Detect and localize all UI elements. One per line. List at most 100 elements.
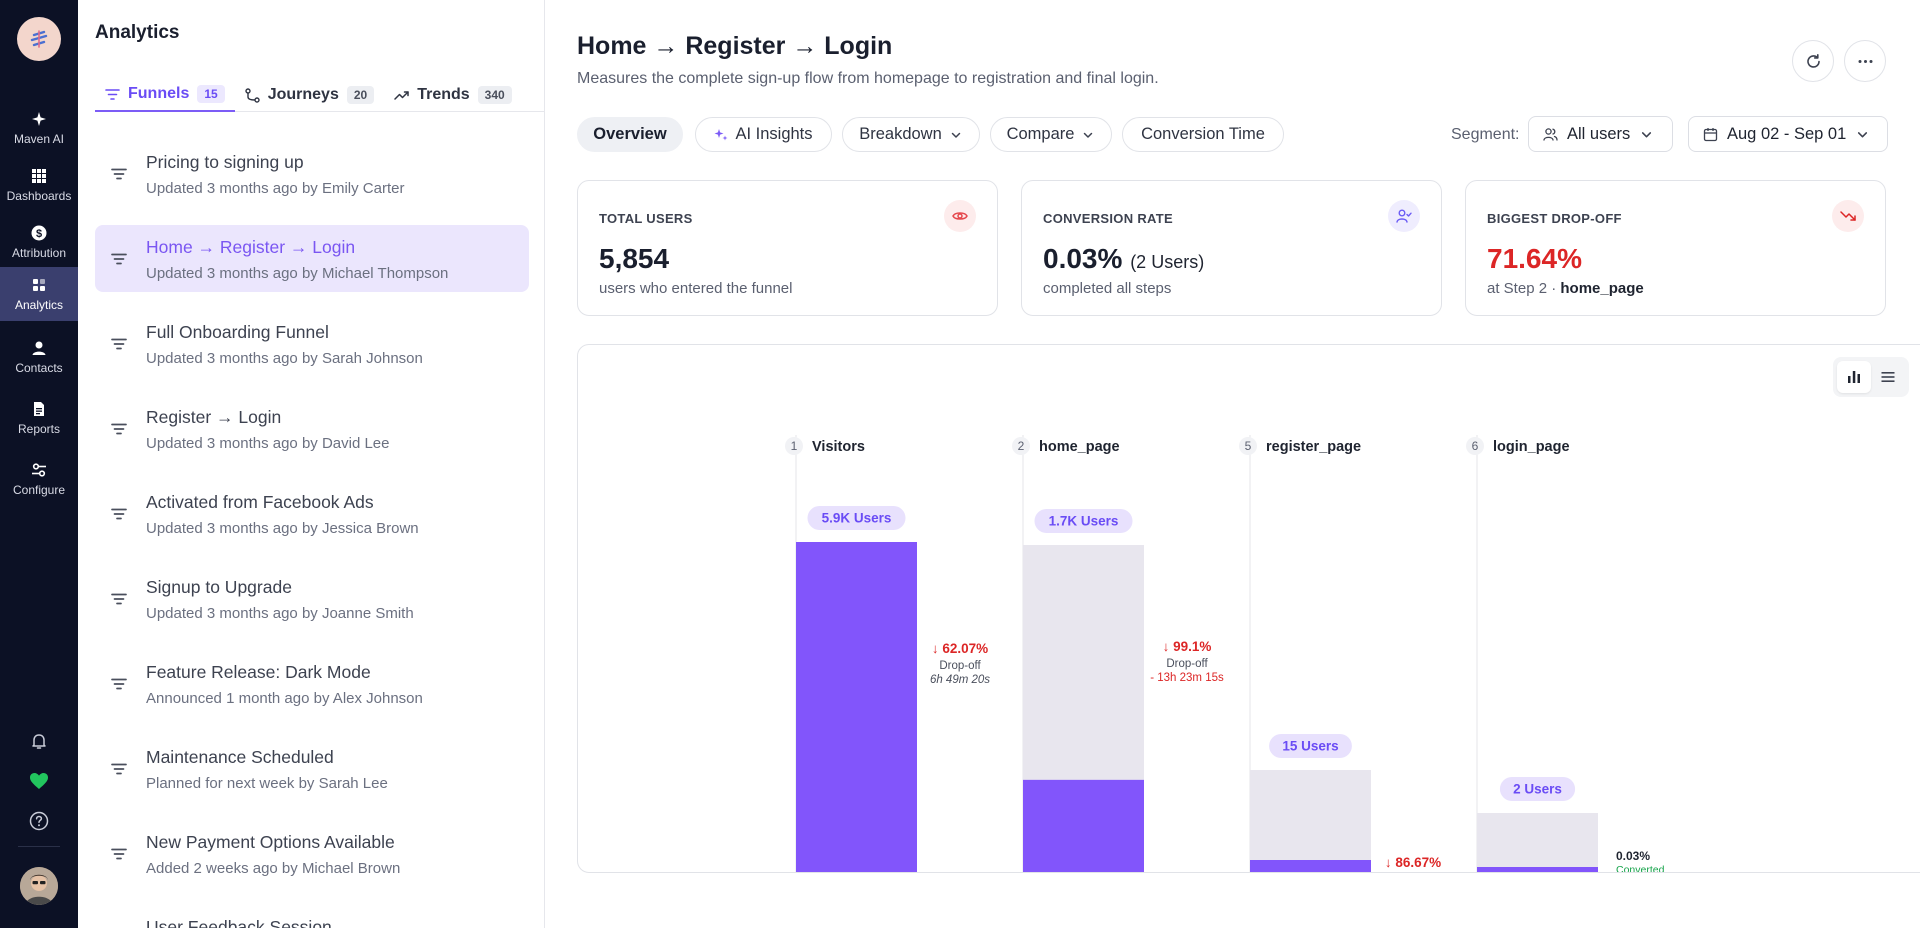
funnel-icon [111,508,127,520]
step-name: register_page [1266,439,1361,455]
app-logo[interactable] [17,17,61,61]
pill-conversion-time[interactable]: Conversion Time [1122,117,1284,152]
users-badge-label: 15 Users [1282,739,1338,754]
notifications-button[interactable] [29,731,49,751]
avatar-icon [20,867,58,905]
funnel-icon [105,88,120,100]
nav-maven-ai[interactable]: Maven AI [0,101,78,155]
pill-compare[interactable]: Compare [990,117,1112,152]
stat-caption-strong: home_page [1560,280,1644,297]
nav-dashboards[interactable]: Dashboards [0,158,78,212]
list-item[interactable]: User Feedback Session [95,905,529,928]
step-bar [1477,867,1598,872]
pill-breakdown[interactable]: Breakdown [842,117,980,152]
list-icon [1881,372,1895,382]
person-icon [32,341,46,355]
list-item-title: Feature Release: Dark Mode [146,662,371,682]
user-avatar[interactable] [20,867,58,905]
tab-count: 20 [346,86,375,104]
more-button[interactable] [1844,40,1886,82]
nav-reports[interactable]: Reports [0,391,78,445]
list-item[interactable]: Pricing to signing up Updated 3 months ag… [95,140,529,207]
nav-attribution[interactable]: $ Attribution [0,215,78,269]
stat-caption: completed all steps [1043,280,1172,297]
users-icon [1543,127,1558,141]
step-previous-bar [1250,770,1371,872]
step-number-badge [1239,437,1257,455]
view-toggle [1833,357,1909,397]
list-item-title: Full Onboarding Funnel [146,322,329,342]
users-badge-label: 5.9K Users [822,511,892,526]
users-badge [1269,734,1352,758]
list-view-button[interactable] [1871,361,1905,393]
step-number-badge [1466,437,1484,455]
panel-tabs: Funnels 15 Journeys 20 Trends 340 [95,78,544,112]
step-previous-bar [1477,813,1598,872]
tab-funnels[interactable]: Funnels 15 [95,78,235,112]
stat-caption: at Step 2 · home_page [1487,280,1644,297]
step-bar [796,542,917,872]
stat-value: 0.03% (2 Users) [1043,243,1204,275]
segment-select[interactable]: All users [1528,116,1673,152]
tab-count: 340 [477,86,512,104]
dropoff-time: 6h 49m 20s [930,674,990,686]
list-item[interactable]: Full Onboarding Funnel Updated 3 months a… [95,310,529,377]
list-item[interactable]: New Payment Options Available Added 2 wee… [95,820,529,887]
refresh-button[interactable] [1792,40,1834,82]
list-item[interactable]: Signup to Upgrade Updated 3 months ago by… [95,565,529,632]
user-check-icon [1388,200,1420,232]
stat-value-number: 5,854 [599,243,670,274]
trend-down-icon [1832,200,1864,232]
list-item-subtitle: Planned for next week by Sarah Lee [146,775,388,792]
nav-configure[interactable]: Configure [0,452,78,506]
pill-ai-insights[interactable]: AI Insights [695,117,832,152]
health-button[interactable] [29,771,49,791]
tab-trends[interactable]: Trends 340 [384,78,522,112]
funnel-icon [111,338,127,350]
users-badge [1034,509,1133,533]
users-badge [1499,777,1576,801]
step-number: 5 [1245,439,1252,453]
list-item[interactable]: Feature Release: Dark Mode Announced 1 mo… [95,650,529,717]
nav-label: Attribution [11,245,67,260]
refresh-icon [1806,53,1820,68]
pill-label: Conversion Time [1141,125,1265,143]
date-range-select[interactable]: Aug 02 - Sep 01 [1688,116,1888,152]
svg-text:$: $ [36,228,42,240]
users-badge-label: 2 Users [1513,782,1562,797]
list-item-subtitle: Added 2 weeks ago by Michael Brown [146,860,401,877]
nav-analytics[interactable]: Analytics [0,267,78,321]
route-icon [245,87,260,103]
tab-label: Funnels [128,85,190,102]
main-content: Home → Register → Login Measures the com… [545,0,1920,928]
list-item[interactable]: Maintenance Scheduled Planned for next we… [95,735,529,802]
left-rail: Maven AI Dashboards $ Attribution Analyt… [0,0,78,928]
list-item-title: Pricing to signing up [146,152,304,172]
list-item-title: Signup to Upgrade [146,577,292,597]
list-item[interactable]: Register → Login Updated 3 months ago by … [95,395,529,462]
stat-value: 5,854 [599,243,669,275]
list-panel: Analytics Funnels 15 Journeys 20 Trends … [78,0,545,928]
stat-caption: users who entered the funnel [599,280,793,297]
list-item[interactable]: Activated from Facebook Ads Updated 3 mon… [95,480,529,547]
nav-label: Reports [17,421,61,436]
pill-overview[interactable]: Overview [577,117,683,152]
step-number: 2 [1018,439,1025,453]
step-number: 6 [1472,439,1479,453]
list-item-title: Activated from Facebook Ads [146,492,374,512]
list-item[interactable]: Home → Register → Login Updated 3 months … [95,225,529,292]
funnel-icon [111,848,127,860]
help-button[interactable] [29,811,49,831]
page-title: Home → Register → Login [577,32,893,60]
chevron-down-icon [1858,131,1868,137]
step-number-badge [785,437,803,455]
bar-view-button[interactable] [1837,361,1871,393]
stat-card-total-users: TOTAL USERS 5,854 users who entered the … [577,180,998,316]
chevron-down-icon [1084,132,1093,138]
stat-card-conversion-rate: CONVERSION RATE 0.03% (2 Users) complete… [1021,180,1442,316]
sparkles-icon [714,128,728,140]
step-name: login_page [1493,439,1570,455]
tab-journeys[interactable]: Journeys 20 [235,78,385,112]
nav-contacts[interactable]: Contacts [0,330,78,384]
rail-divider [18,846,60,847]
